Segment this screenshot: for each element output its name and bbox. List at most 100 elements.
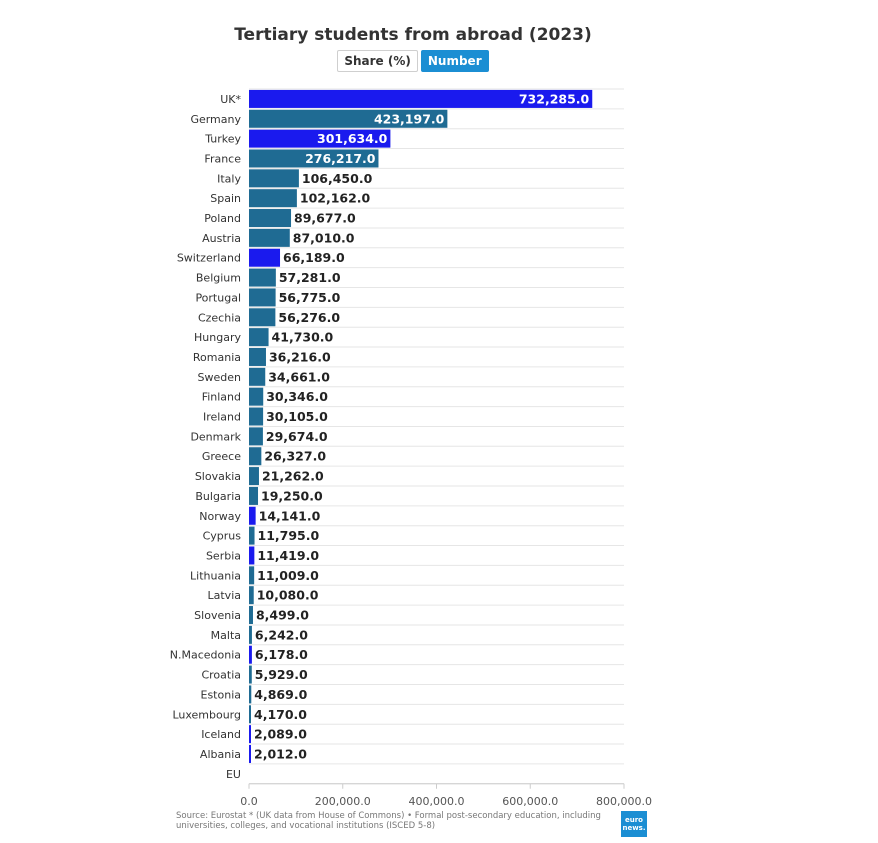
- bar: [249, 288, 276, 307]
- data-label: 34,661.0: [268, 369, 330, 384]
- category-label: Turkey: [204, 133, 241, 146]
- bar: [249, 367, 266, 386]
- category-label: Serbia: [206, 549, 241, 562]
- category-label: Lithuania: [190, 569, 241, 582]
- data-label: 56,775.0: [279, 290, 341, 305]
- bar: [249, 129, 391, 148]
- bar: [249, 149, 379, 168]
- data-label: 6,242.0: [255, 627, 308, 642]
- bar: [249, 506, 256, 525]
- bar: [249, 625, 252, 644]
- view-toggle-group: Share (%) Number: [0, 50, 826, 72]
- data-label: 56,276.0: [278, 310, 340, 325]
- category-label: Belgium: [196, 272, 241, 285]
- bar: [249, 248, 281, 267]
- category-label: EU: [226, 768, 241, 781]
- x-tick-label: 600,000.0: [502, 795, 558, 808]
- bar: [249, 268, 276, 287]
- category-label: Luxembourg: [172, 708, 241, 721]
- category-label: Malta: [211, 629, 241, 642]
- category-label: Norway: [199, 510, 241, 523]
- category-label: Austria: [202, 232, 241, 245]
- data-label: 11,009.0: [257, 568, 319, 583]
- number-toggle-button[interactable]: Number: [420, 50, 489, 72]
- bar: [249, 606, 253, 625]
- data-label: 89,677.0: [294, 211, 356, 226]
- logo-text: news.: [622, 824, 646, 832]
- data-label: 276,217.0: [305, 151, 376, 166]
- category-label: Estonia: [201, 688, 242, 701]
- bar: [249, 486, 259, 505]
- bar: [249, 546, 255, 565]
- category-label: UK*: [220, 93, 241, 106]
- bar: [249, 169, 299, 188]
- bar: [249, 705, 251, 724]
- x-tick-label: 0.0: [240, 795, 258, 808]
- bar: [249, 328, 269, 347]
- bar: [249, 228, 290, 247]
- category-label: Czechia: [198, 311, 241, 324]
- data-label: 66,189.0: [283, 250, 345, 265]
- category-label: Greece: [202, 450, 241, 463]
- bar: [249, 308, 276, 327]
- bar: [249, 347, 266, 366]
- category-label: Italy: [217, 172, 241, 185]
- x-tick-label: 800,000.0: [596, 795, 652, 808]
- data-label: 8,499.0: [256, 608, 309, 623]
- bar: [249, 685, 252, 704]
- category-label: Latvia: [208, 589, 242, 602]
- share-toggle-button[interactable]: Share (%): [337, 50, 418, 72]
- data-label: 2,012.0: [254, 746, 307, 761]
- bar: [249, 447, 262, 466]
- category-label: Croatia: [201, 669, 241, 682]
- bar: [249, 744, 251, 763]
- data-label: 21,262.0: [262, 469, 324, 484]
- data-label: 732,285.0: [519, 91, 590, 106]
- category-label: Poland: [204, 212, 241, 225]
- category-label: Ireland: [203, 411, 241, 424]
- chart-title: Tertiary students from abroad (2023): [234, 25, 592, 45]
- data-label: 11,419.0: [257, 548, 319, 563]
- data-label: 26,327.0: [264, 449, 326, 464]
- euronews-logo: euro news.: [621, 811, 647, 837]
- data-label: 2,089.0: [254, 727, 307, 742]
- category-label: Germany: [190, 113, 241, 126]
- data-label: 106,450.0: [302, 171, 373, 186]
- data-label: 10,080.0: [257, 588, 319, 603]
- data-label: 87,010.0: [293, 230, 355, 245]
- category-label: Portugal: [195, 291, 241, 304]
- bar: [249, 209, 292, 228]
- data-label: 5,929.0: [255, 667, 308, 682]
- bar: [249, 665, 252, 684]
- category-label: Romania: [193, 351, 241, 364]
- data-label: 301,634.0: [317, 131, 388, 146]
- bar: [249, 427, 263, 446]
- logo-text: euro: [625, 816, 643, 824]
- category-label: Hungary: [194, 331, 241, 344]
- x-tick-label: 400,000.0: [409, 795, 465, 808]
- category-label: N.Macedonia: [170, 649, 241, 662]
- data-label: 14,141.0: [259, 508, 321, 523]
- x-tick-label: 200,000.0: [315, 795, 371, 808]
- data-label: 4,170.0: [254, 707, 307, 722]
- data-label: 6,178.0: [255, 647, 308, 662]
- source-note: Source: Eurostat * (UK data from House o…: [176, 811, 601, 831]
- bar: [249, 725, 251, 744]
- category-label: Bulgaria: [195, 490, 241, 503]
- bar: [249, 645, 252, 664]
- bar: [249, 407, 264, 426]
- bar: [249, 189, 297, 208]
- category-label: Sweden: [198, 371, 241, 384]
- bar: [249, 109, 448, 128]
- category-label: Albania: [200, 748, 241, 761]
- category-label: Cyprus: [203, 530, 242, 543]
- data-label: 36,216.0: [269, 349, 331, 364]
- data-label: 11,795.0: [258, 528, 320, 543]
- bar: [249, 526, 255, 545]
- category-label: Iceland: [201, 728, 241, 741]
- category-label: Finland: [202, 391, 241, 404]
- data-label: 30,105.0: [266, 409, 328, 424]
- category-label: Slovenia: [194, 609, 241, 622]
- bar: [249, 89, 593, 108]
- category-label: France: [204, 152, 241, 165]
